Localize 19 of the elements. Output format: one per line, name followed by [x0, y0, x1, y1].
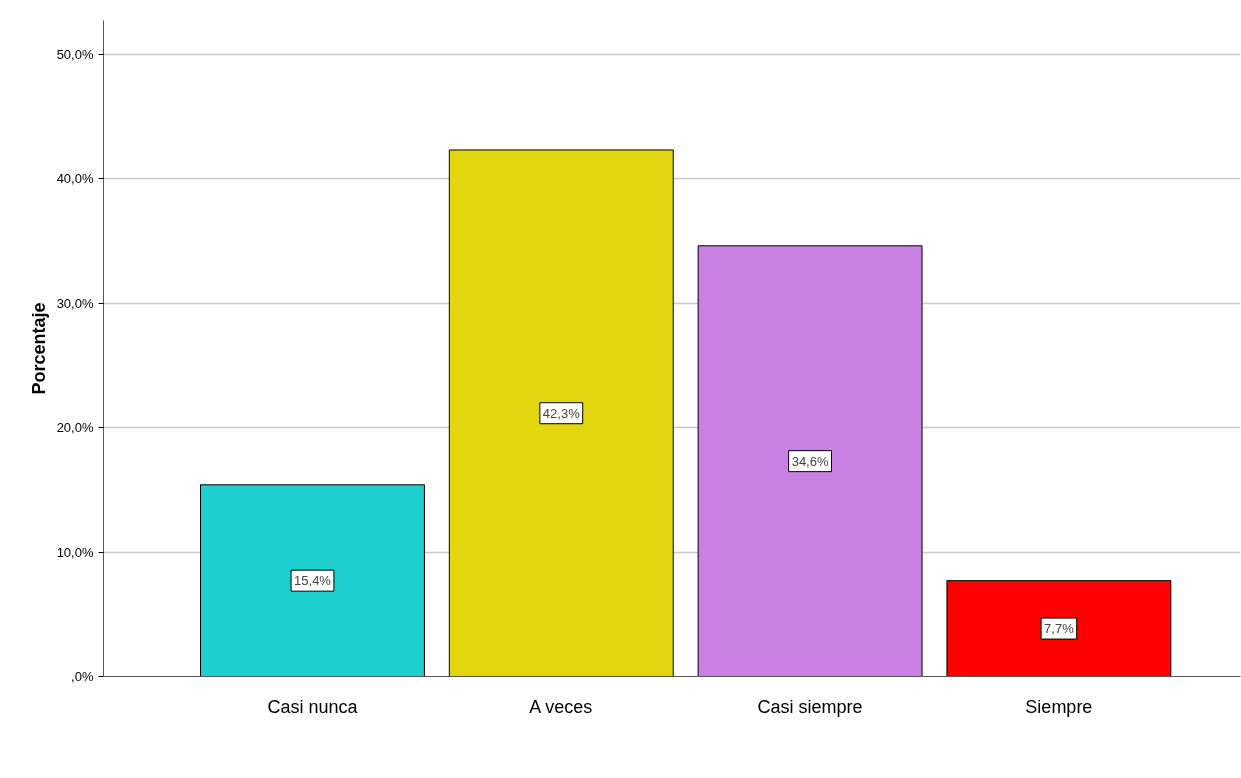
bar [448, 149, 674, 677]
data-label: 15,4% [294, 573, 332, 589]
data-label: 7,7% [1044, 621, 1075, 637]
bar [697, 245, 923, 677]
y-tick-label: 50,0% [56, 46, 94, 62]
bar [946, 580, 1172, 677]
x-tick-label: A veces [529, 696, 593, 717]
x-tick-label: Casi siempre [757, 696, 863, 717]
y-tick-label: 20,0% [56, 420, 94, 436]
data-label: 34,6% [791, 453, 829, 469]
bar [200, 484, 425, 677]
y-axis-title: Porcentaje [28, 302, 49, 395]
y-tick-label: ,0% [71, 669, 94, 684]
y-tick-label: 30,0% [56, 295, 94, 311]
y-tick-label: 40,0% [56, 171, 94, 187]
x-tick-label: Siempre [1025, 696, 1093, 717]
y-tick-label: 10,0% [56, 544, 94, 560]
data-label: 42,3% [542, 405, 581, 421]
x-tick-label: Casi nunca [267, 696, 359, 717]
